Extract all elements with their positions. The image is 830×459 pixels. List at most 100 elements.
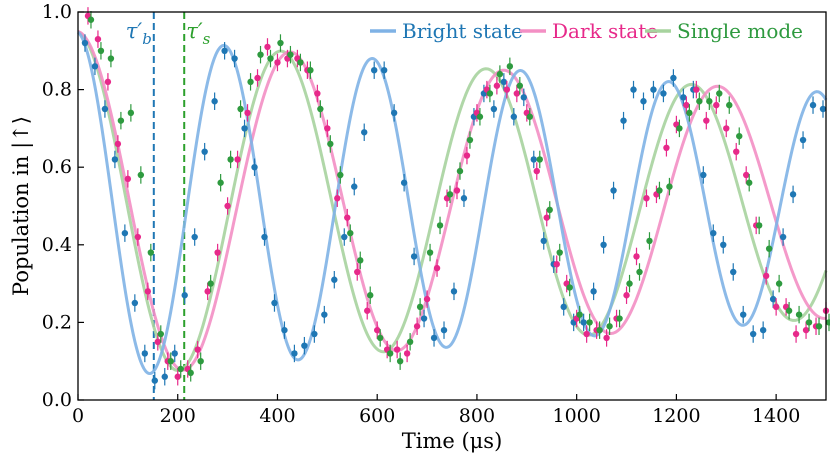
data-point [393, 346, 401, 353]
data-point [374, 326, 381, 334]
data-point [650, 86, 657, 93]
data-point [201, 148, 208, 155]
data-point [453, 187, 461, 194]
data-point [251, 164, 258, 171]
data-point [111, 156, 119, 163]
data-point [127, 109, 135, 117]
data-point [792, 330, 800, 338]
data-point [720, 241, 727, 248]
data-point [331, 276, 338, 283]
data-point [261, 233, 268, 241]
data-point [486, 90, 494, 97]
data-point [124, 175, 132, 183]
data-point [686, 109, 693, 117]
data-point [560, 303, 567, 311]
data-point [543, 214, 550, 221]
data-point [640, 98, 647, 105]
data-point [406, 338, 414, 345]
data-point [257, 51, 264, 58]
data-point [134, 233, 142, 241]
data-point [610, 187, 617, 194]
data-point [413, 323, 421, 330]
data-point [740, 311, 747, 318]
data-point [506, 63, 514, 70]
data-point [795, 311, 803, 318]
x-tick-label: 1200 [652, 405, 700, 427]
data-point [460, 195, 468, 202]
data-point [237, 105, 244, 113]
data-point [403, 350, 411, 357]
data-point [367, 292, 374, 299]
legend-item-bright-state: Bright state [370, 19, 523, 43]
data-point [354, 268, 361, 276]
data-point [410, 253, 418, 260]
data-point [347, 229, 354, 237]
data-point [204, 288, 211, 295]
data-point [341, 233, 348, 241]
data-point [546, 206, 553, 214]
x-axis-label: Time (μs) [402, 429, 503, 453]
data-point [87, 16, 95, 23]
data-point [536, 156, 543, 163]
data-point [277, 39, 284, 47]
data-point [377, 334, 384, 342]
data-point [815, 323, 823, 330]
data-point [779, 233, 787, 241]
data-point [583, 330, 590, 338]
data-point [101, 105, 109, 113]
data-point [177, 365, 184, 373]
data-point [364, 307, 371, 314]
legend: Bright state Dark state Single mode [370, 19, 803, 43]
data-point [446, 191, 454, 198]
data-point [426, 249, 434, 256]
data-point [254, 74, 261, 82]
data-point [181, 292, 188, 299]
data-point [456, 167, 464, 175]
data-point [743, 171, 750, 179]
data-point [247, 78, 254, 86]
data-point [616, 315, 623, 322]
data-point [626, 280, 633, 287]
data-point [281, 326, 288, 334]
x-tick-label: 1400 [752, 405, 800, 427]
data-point [513, 90, 521, 97]
data-point [713, 101, 720, 109]
data-point [759, 326, 767, 334]
y-tick-label: 0.2 [42, 311, 72, 333]
data-point [416, 303, 424, 311]
data-point [755, 222, 763, 229]
data-point [463, 152, 471, 159]
data-point [466, 136, 474, 144]
data-point [623, 292, 630, 299]
data-point [596, 326, 603, 334]
data-point [723, 125, 730, 132]
tick-labels: 0 200 400 600 800 1000 1200 1400 0.0 0.2 0.4 0.6 0.8… [42, 1, 801, 427]
data-point [321, 311, 328, 318]
data-point [476, 113, 484, 120]
data-points [81, 7, 830, 390]
data-point [600, 241, 607, 248]
data-point [703, 117, 710, 124]
data-point [630, 86, 637, 93]
points-dark-state [84, 7, 830, 386]
data-point [121, 229, 129, 237]
data-point [440, 326, 448, 334]
data-point [809, 101, 817, 109]
data-point [154, 338, 161, 345]
data-point [516, 82, 524, 89]
data-point [131, 299, 139, 307]
data-point [151, 377, 158, 384]
data-point [700, 171, 707, 179]
data-point [194, 346, 201, 353]
data-point [217, 179, 224, 186]
data-point [643, 195, 650, 202]
data-point [264, 43, 271, 51]
data-point [191, 233, 198, 241]
data-point [324, 125, 331, 132]
data-point [736, 132, 743, 140]
data-point [400, 179, 408, 186]
data-point [769, 295, 777, 303]
data-point [680, 94, 687, 101]
data-point [805, 319, 813, 326]
x-tick-label: 0 [72, 405, 84, 427]
